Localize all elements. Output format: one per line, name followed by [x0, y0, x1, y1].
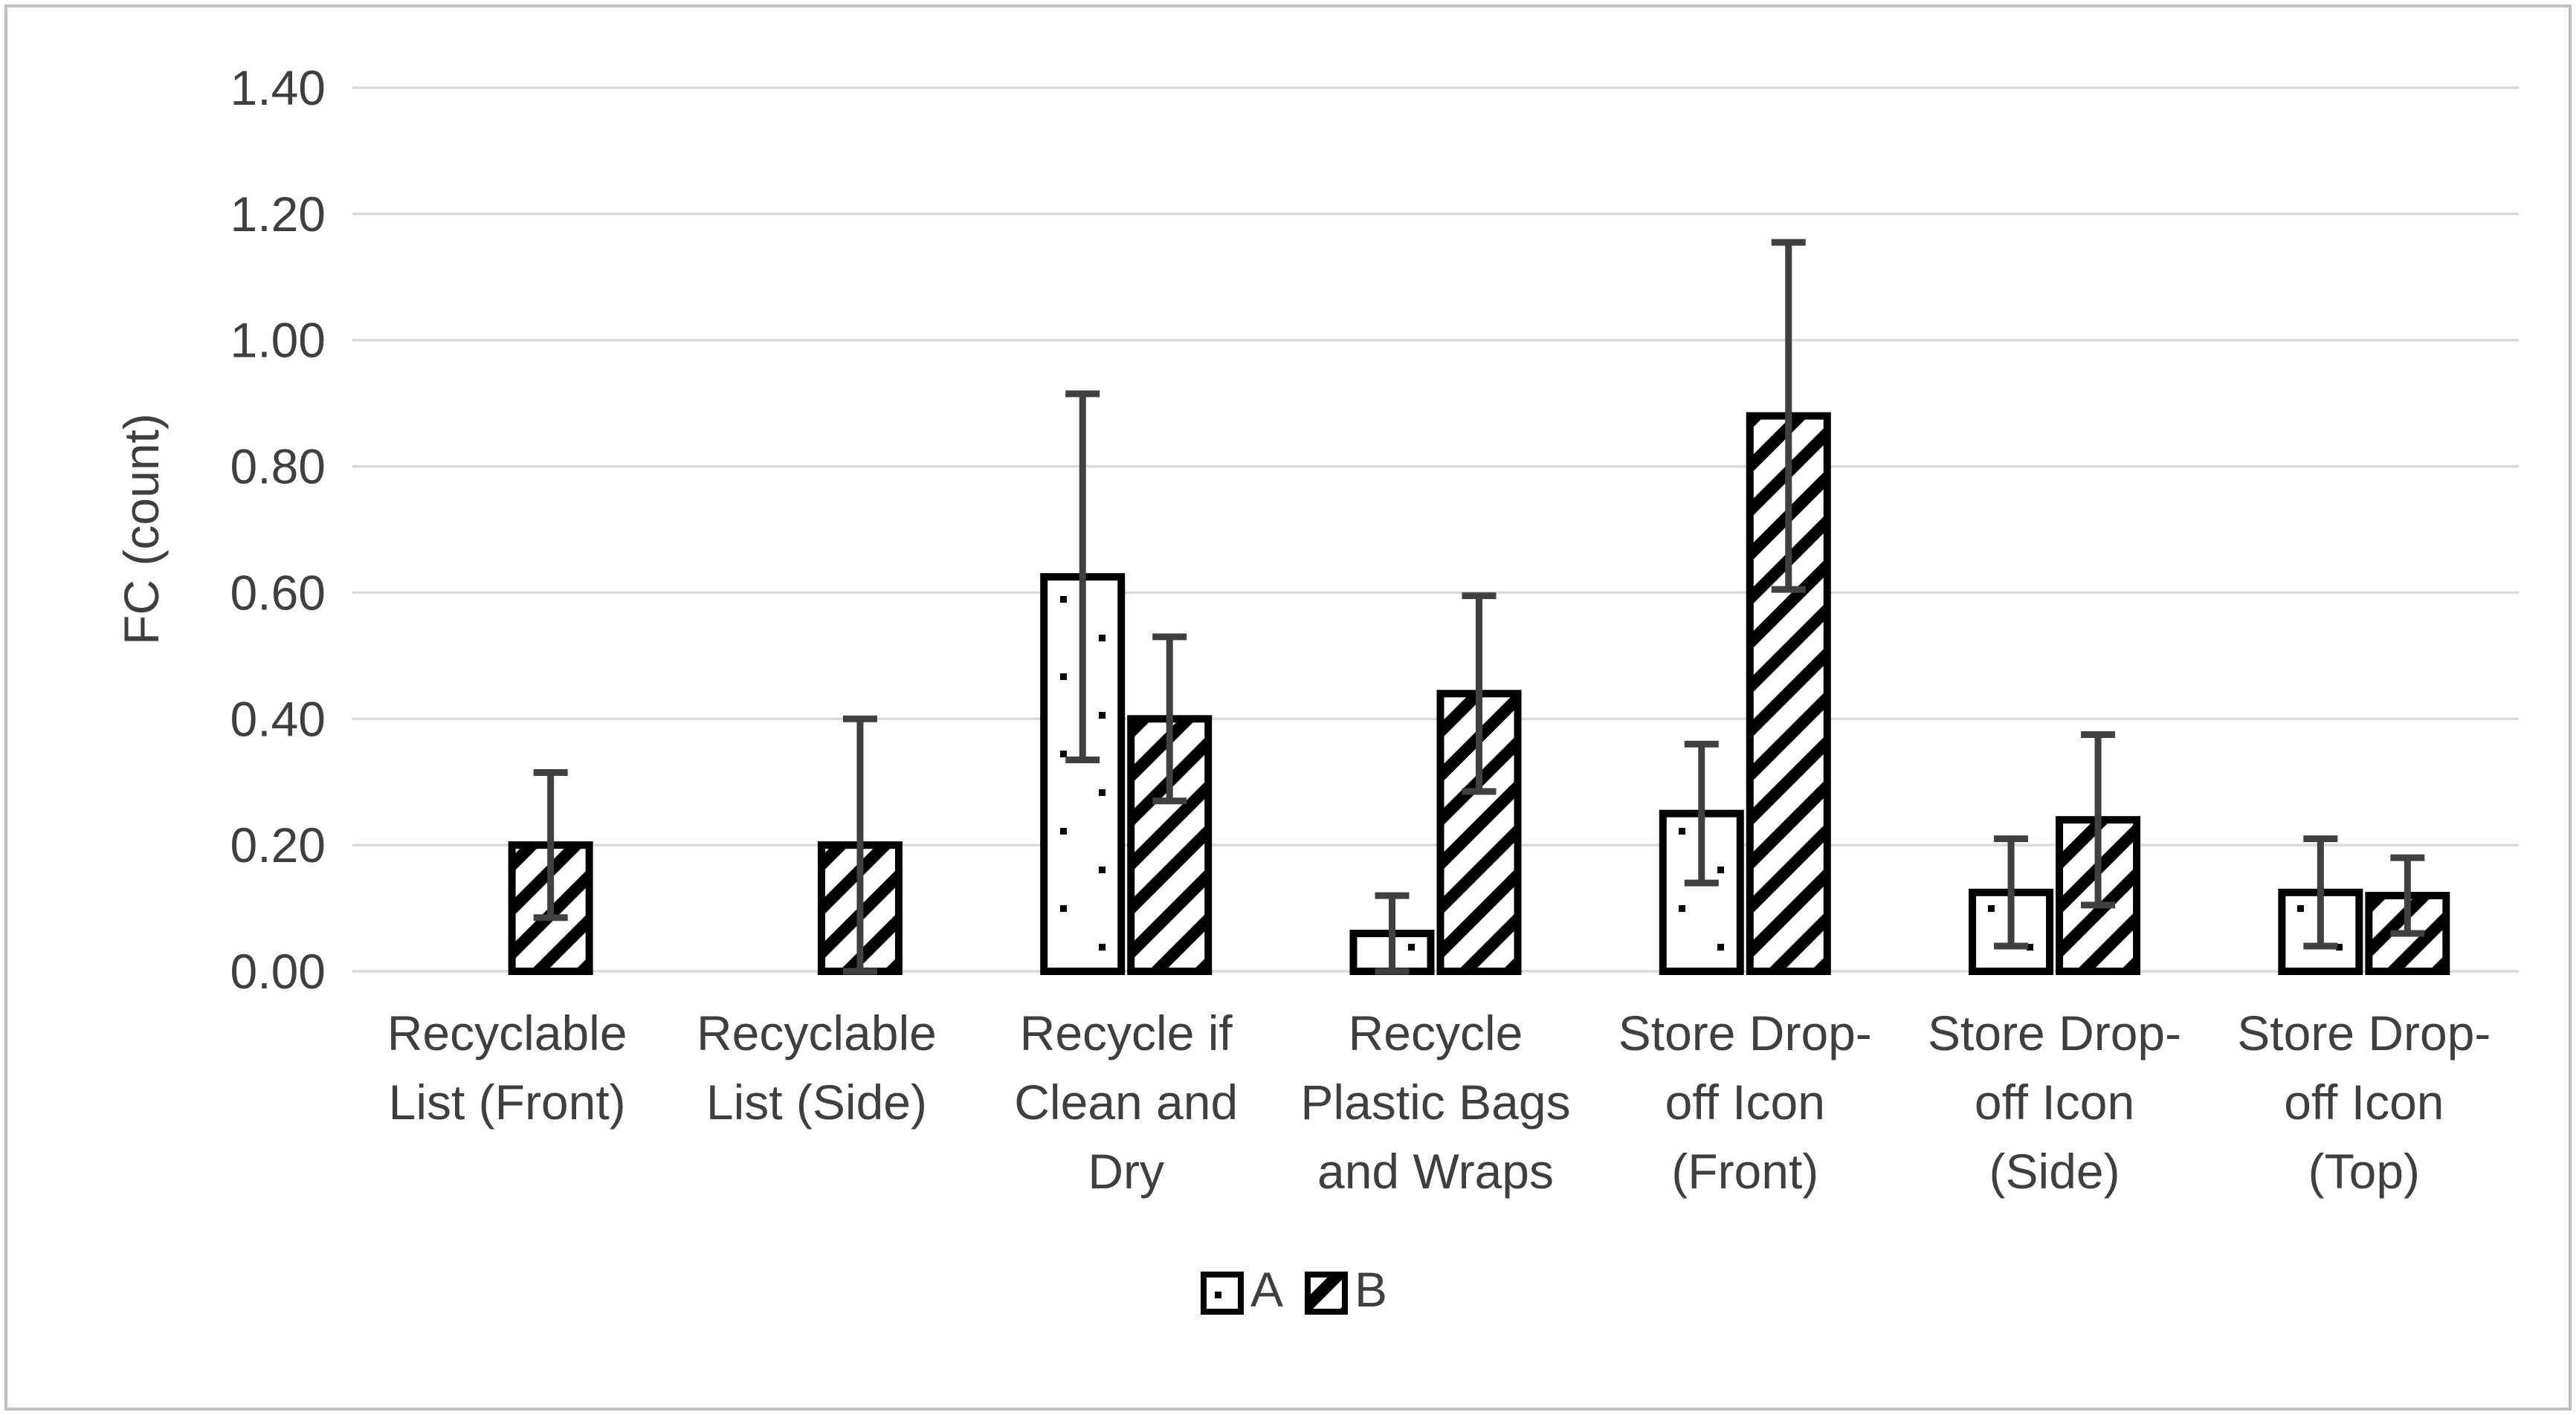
- y-axis-tick-labels: 0.00 0.20 0.40 0.60 0.80 1.00 1.20 1.40: [230, 60, 326, 999]
- category-label-3: Recycle Plastic Bags and Wraps: [1300, 1006, 1570, 1199]
- y-axis-title: FC (count): [114, 413, 169, 645]
- gridlines: [352, 86, 2519, 973]
- error-bar-B-5: [2081, 731, 2116, 909]
- error-bar-B-4: [1771, 239, 1806, 593]
- category-label-4: Store Drop-off Icon (Front): [1618, 1006, 1872, 1199]
- legend-label-A: A: [1250, 1262, 1283, 1317]
- y-tick-label-1.00: 1.00: [230, 313, 326, 368]
- y-tick-label-0.60: 0.60: [230, 565, 326, 620]
- error-bar-A-5: [1994, 835, 2029, 950]
- error-bar-B-6: [2390, 854, 2425, 937]
- error-bar-B-0: [533, 768, 568, 922]
- legend-label-B: B: [1355, 1262, 1387, 1317]
- error-bar-A-2: [1065, 390, 1100, 763]
- y-tick-label-1.40: 1.40: [230, 60, 326, 115]
- legend-swatch-A: [1201, 1272, 1244, 1315]
- error-bar-B-2: [1152, 633, 1187, 805]
- y-tick-label-1.20: 1.20: [230, 187, 326, 242]
- error-bar-A-6: [2303, 835, 2338, 950]
- error-bars: [533, 239, 2425, 975]
- error-bar-A-3: [1375, 892, 1410, 975]
- category-label-6: Store Drop-off Icon (Top): [2237, 1006, 2491, 1199]
- category-label-5: Store Drop-off Icon (Side): [1928, 1006, 2181, 1199]
- y-tick-label-0.80: 0.80: [230, 439, 326, 494]
- error-bar-B-3: [1462, 592, 1497, 795]
- chart-outer-border: [4, 4, 2572, 1411]
- x-axis-category-labels: Recyclable List (Front) Recyclable List (Si…: [387, 1006, 2491, 1199]
- y-tick-label-0.00: 0.00: [230, 944, 326, 999]
- error-bar-A-4: [1684, 740, 1719, 887]
- y-tick-label-0.20: 0.20: [230, 817, 326, 872]
- category-label-1: Recyclable List (Side): [697, 1006, 937, 1130]
- error-bar-B-1: [842, 715, 877, 975]
- category-label-0: Recyclable List (Front): [387, 1006, 627, 1130]
- y-tick-label-0.40: 0.40: [230, 691, 326, 746]
- legend-swatch-B: [1305, 1272, 1348, 1315]
- category-label-2: Recycle if Clean and Dry: [1014, 1006, 1238, 1199]
